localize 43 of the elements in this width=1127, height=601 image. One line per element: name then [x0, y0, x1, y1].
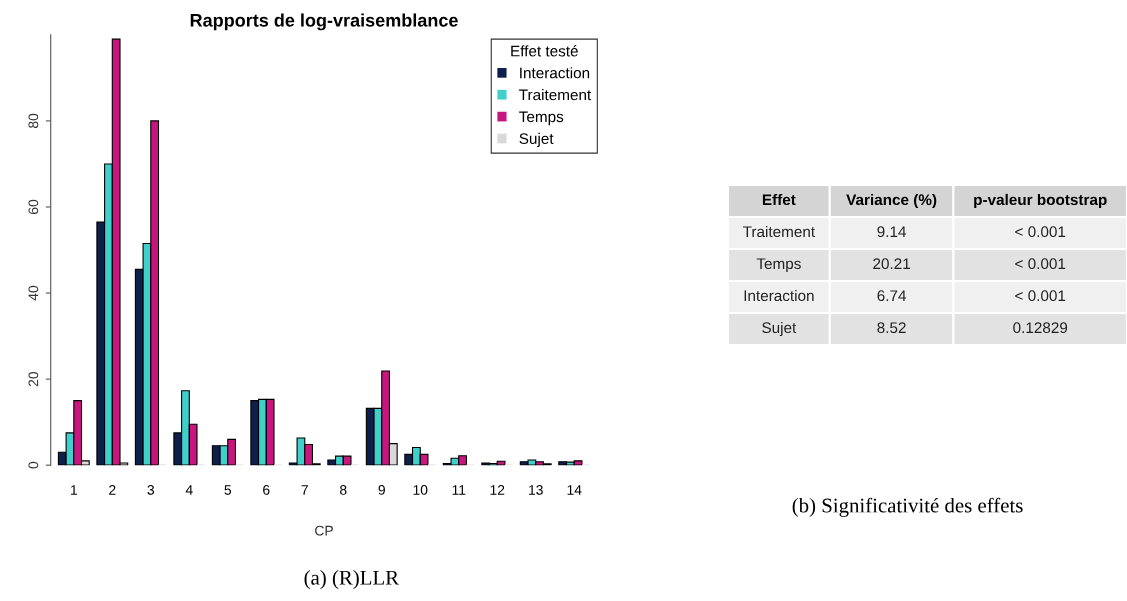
x-axis-title: CP	[315, 525, 333, 536]
data-label: < 0.001	[1015, 290, 1066, 302]
x-tick-label: 7	[301, 485, 308, 495]
y-tick-label: 20	[28, 371, 39, 387]
data-label: < 0.001	[1015, 226, 1066, 238]
x-tick-label: 11	[452, 485, 466, 495]
series-label: Variance (%)	[846, 193, 937, 209]
category-label: Traitement	[743, 225, 815, 238]
legend-label: Sujet	[519, 132, 554, 148]
x-tick-label: 10	[413, 484, 428, 495]
x-tick-label: 6	[263, 484, 270, 495]
x-tick-label: 9	[378, 484, 385, 495]
legend-title: Effet testé	[511, 45, 578, 57]
x-tick-label: 13	[529, 484, 543, 495]
x-tick-label: 14	[567, 485, 582, 495]
data-label: < 0.001	[1015, 258, 1066, 270]
data-label: 8.52	[877, 322, 906, 334]
text: Effet	[762, 193, 796, 206]
legend-label: Traitement	[519, 89, 592, 101]
x-tick-label: 2	[109, 484, 116, 495]
x-tick-label: 4	[185, 485, 193, 495]
category-label: Interaction	[744, 289, 814, 302]
data-label: 0.12829	[1013, 322, 1068, 334]
text: (a) (R)LLR	[304, 570, 400, 589]
category-label: Temps	[756, 258, 801, 273]
text: p-valeur bootstrap	[974, 193, 1107, 209]
x-tick-label: 12	[490, 484, 505, 495]
data-label: 6.74	[877, 290, 907, 302]
category-label: Sujet	[762, 321, 797, 337]
data-label: 20.21	[873, 258, 910, 270]
y-tick-label: 60	[28, 199, 39, 214]
data-label: 9.14	[877, 226, 907, 238]
x-tick-label: 3	[147, 484, 155, 495]
legend-label: Temps	[519, 111, 564, 126]
y-tick-label: 0	[28, 461, 39, 469]
x-tick-label: 5	[224, 485, 232, 495]
chart-title: Rapports de log-vraisemblance	[190, 13, 458, 31]
text: (b) Significativité des effets	[792, 497, 1023, 517]
x-tick-label: 1	[71, 485, 77, 495]
y-tick-label: 80	[28, 113, 39, 129]
legend-label: Interaction	[520, 67, 590, 79]
x-tick-label: 8	[340, 484, 347, 495]
y-tick-label: 40	[28, 285, 39, 301]
